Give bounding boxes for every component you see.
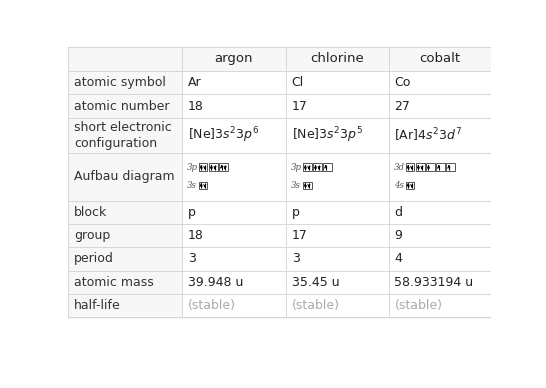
Bar [68,271,182,294]
Text: 3p: 3p [187,163,198,172]
Text: 3: 3 [292,253,300,265]
Text: 35.45 u: 35.45 u [292,276,339,289]
Bar [182,47,286,71]
Bar [286,247,389,271]
Bar [68,224,182,247]
Bar [416,163,425,171]
Bar [389,118,491,153]
Text: atomic symbol: atomic symbol [74,76,166,89]
Bar [286,294,389,317]
Bar [426,163,435,171]
Bar [389,294,491,317]
Bar [286,47,389,71]
Text: short electronic
configuration: short electronic configuration [74,121,172,150]
Text: argon: argon [215,52,253,65]
Text: d: d [395,206,402,219]
Text: 3p: 3p [291,163,302,172]
Bar [389,271,491,294]
Text: period: period [74,253,114,265]
Bar [199,163,207,171]
Bar [286,71,389,94]
Bar [286,224,389,247]
Bar [68,118,182,153]
Bar [302,182,312,189]
Text: chlorine: chlorine [310,52,364,65]
Bar [68,47,182,71]
Bar [182,294,286,317]
Text: (stable): (stable) [188,299,235,312]
Bar [323,163,332,171]
Text: p: p [292,206,300,219]
Text: 3s: 3s [291,181,301,190]
Bar [68,153,182,201]
Bar [182,94,286,118]
Bar [199,182,207,189]
Text: group: group [74,229,110,242]
Bar [68,294,182,317]
Bar [286,118,389,153]
Text: block: block [74,206,108,219]
Bar [389,47,491,71]
Bar [182,224,286,247]
Text: 58.933194 u: 58.933194 u [395,276,473,289]
Text: atomic mass: atomic mass [74,276,154,289]
Bar [182,271,286,294]
Text: 9: 9 [395,229,402,242]
Text: 3d: 3d [394,163,405,172]
Bar [302,163,312,171]
Bar [68,247,182,271]
Text: 18: 18 [188,99,204,113]
Bar [182,71,286,94]
Bar [182,153,286,201]
Bar [389,224,491,247]
Bar [406,163,414,171]
Bar [182,118,286,153]
Text: Co: Co [395,76,411,89]
Text: $[\mathrm{Ar}]4s^{2}3d^{7}$: $[\mathrm{Ar}]4s^{2}3d^{7}$ [395,126,462,144]
Text: cobalt: cobalt [419,52,460,65]
Bar [389,201,491,224]
Bar [286,153,389,201]
Bar [182,247,286,271]
Text: atomic number: atomic number [74,99,170,113]
Text: 4: 4 [395,253,402,265]
Bar [68,94,182,118]
Text: 4s: 4s [394,181,403,190]
Bar [389,94,491,118]
Text: 3: 3 [188,253,195,265]
Bar [389,247,491,271]
Text: Cl: Cl [292,76,304,89]
Text: (stable): (stable) [395,299,442,312]
Bar [446,163,455,171]
Text: Aufbau diagram: Aufbau diagram [74,170,175,183]
Bar [209,163,218,171]
Bar [68,201,182,224]
Text: 27: 27 [395,99,411,113]
Text: half-life: half-life [74,299,121,312]
Bar [389,71,491,94]
Text: Ar: Ar [188,76,201,89]
Text: $[\mathrm{Ne}]3s^{2}3p^{6}$: $[\mathrm{Ne}]3s^{2}3p^{6}$ [188,125,259,145]
Text: p: p [188,206,195,219]
Bar [389,153,491,201]
Text: 18: 18 [188,229,204,242]
Text: 17: 17 [292,99,307,113]
Text: $[\mathrm{Ne}]3s^{2}3p^{5}$: $[\mathrm{Ne}]3s^{2}3p^{5}$ [292,125,363,145]
Text: 17: 17 [292,229,307,242]
Bar [286,201,389,224]
Bar [286,271,389,294]
Bar [436,163,445,171]
Text: 3s: 3s [187,181,197,190]
Text: 39.948 u: 39.948 u [188,276,243,289]
Bar [406,182,414,189]
Bar [68,71,182,94]
Bar [313,163,322,171]
Text: (stable): (stable) [292,299,340,312]
Bar [219,163,228,171]
Bar [182,201,286,224]
Bar [286,94,389,118]
